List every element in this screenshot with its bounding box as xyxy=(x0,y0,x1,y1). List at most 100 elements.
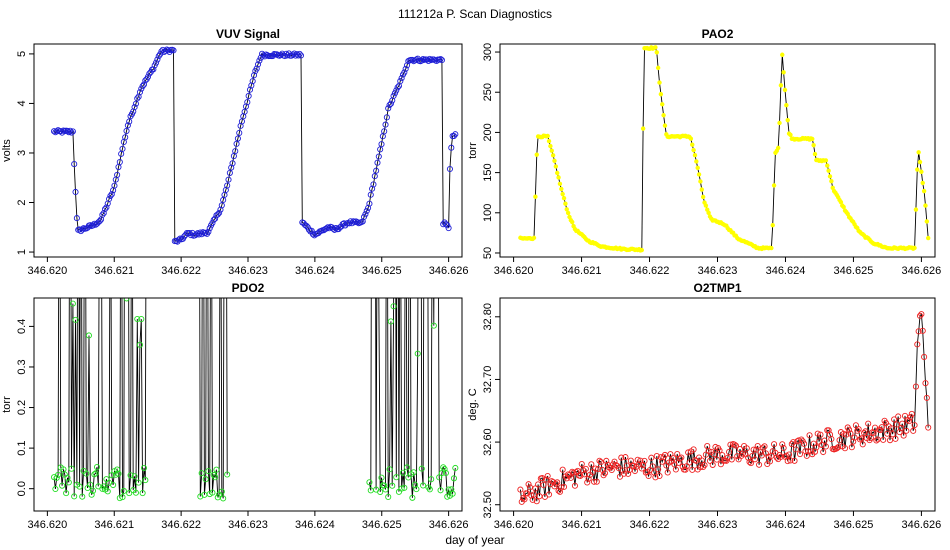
o2tmp1-point xyxy=(841,445,849,452)
pdo2-point xyxy=(134,315,141,323)
o2tmp1-point xyxy=(705,447,712,455)
pao2-point xyxy=(639,247,644,253)
vuv-signal-point xyxy=(79,226,86,233)
o2tmp1-point xyxy=(746,458,753,466)
vuv-signal-point xyxy=(214,211,221,218)
vuv-signal-point xyxy=(394,84,401,91)
pdo2-point xyxy=(403,464,411,471)
vuv-signal-point xyxy=(210,216,217,223)
vuv-signal-point xyxy=(217,206,224,213)
pao2-ytick-label: 300 xyxy=(482,43,494,61)
pao2-point xyxy=(780,52,785,57)
pdo2-point xyxy=(53,474,60,481)
o2tmp1-point xyxy=(835,444,842,451)
pdo2-point xyxy=(399,469,407,476)
vuv-signal-point xyxy=(102,205,109,213)
o2tmp1-point xyxy=(796,451,804,458)
vuv-signal-point xyxy=(139,83,146,90)
vuv-signal-point xyxy=(153,59,160,66)
pdo2-point xyxy=(410,469,417,476)
pdo2-point xyxy=(445,486,452,493)
pao2-ytick-label: 200 xyxy=(482,123,494,141)
pao2-point xyxy=(919,169,924,174)
pao2-point xyxy=(653,45,658,50)
o2tmp1-point xyxy=(618,454,625,461)
pdo2-point xyxy=(139,489,146,497)
pao2-point xyxy=(534,152,539,157)
pao2-point xyxy=(696,172,702,177)
o2tmp1-ylabel: deg. C xyxy=(467,388,479,420)
pdo2-point xyxy=(126,490,133,497)
vuv-signal-xtick-label: 346.622 xyxy=(161,265,201,277)
o2tmp1-point xyxy=(653,453,660,460)
pdo2-xtick-label: 346.623 xyxy=(228,519,268,531)
o2tmp1-point xyxy=(641,457,648,464)
vuv-signal-point xyxy=(448,144,455,151)
vuv-signal-point xyxy=(224,182,231,189)
vuv-signal-point xyxy=(296,50,303,57)
vuv-signal-point xyxy=(371,173,378,180)
pdo2-point xyxy=(387,318,394,325)
o2tmp1-point xyxy=(855,426,862,433)
pdo2-frame xyxy=(33,297,463,512)
o2tmp1-point xyxy=(895,413,902,420)
vuv-signal-point xyxy=(234,135,241,142)
pao2-title: PAO2 xyxy=(702,27,734,41)
vuv-signal-point xyxy=(222,186,229,194)
vuv-signal-point xyxy=(452,131,459,138)
vuv-signal-point xyxy=(131,104,138,111)
pdo2-point xyxy=(52,485,59,493)
vuv-signal-point xyxy=(367,191,374,198)
o2tmp1-point xyxy=(640,462,647,469)
vuv-signal-point xyxy=(426,55,433,62)
pao2-point xyxy=(699,187,704,192)
pao2-point xyxy=(698,179,703,184)
pdo2-point xyxy=(430,103,435,108)
pdo2-point xyxy=(131,473,138,480)
o2tmp1-frame xyxy=(499,297,936,512)
pao2-point xyxy=(838,199,844,205)
vuv-signal-ytick-label: 5 xyxy=(16,51,28,57)
o2tmp1-point xyxy=(592,465,599,472)
pdo2-point xyxy=(218,488,225,495)
vuv-signal-point xyxy=(68,129,75,136)
pao2-point xyxy=(557,181,563,187)
o2tmp1-point xyxy=(652,474,659,481)
o2tmp1-point xyxy=(545,491,553,498)
vuv-signal-point xyxy=(403,62,411,69)
o2tmp1-point xyxy=(597,459,604,466)
pdo2-point xyxy=(382,486,389,493)
pdo2-title: PDO2 xyxy=(232,281,265,295)
vuv-signal-point xyxy=(229,160,236,167)
o2tmp1-point xyxy=(888,425,895,432)
pao2-xtick-label: 346.626 xyxy=(902,265,942,277)
pdo2-point xyxy=(213,466,220,473)
o2tmp1-point xyxy=(656,472,663,479)
vuv-signal-point xyxy=(116,158,123,166)
o2tmp1-point xyxy=(596,457,603,464)
pao2-point xyxy=(533,194,538,199)
o2tmp1-point xyxy=(911,422,918,429)
o2tmp1-point xyxy=(521,496,528,503)
o2tmp1-point xyxy=(843,431,850,438)
o2tmp1-point xyxy=(678,454,685,461)
pao2-point xyxy=(565,210,571,216)
pao2-point xyxy=(556,175,561,180)
o2tmp1-point xyxy=(711,451,718,458)
o2tmp1-point xyxy=(786,451,793,458)
o2tmp1-point xyxy=(625,470,632,477)
o2tmp1-point xyxy=(747,460,754,467)
o2tmp1-point xyxy=(754,442,761,450)
o2tmp1-point xyxy=(690,446,697,453)
vuv-signal-point xyxy=(253,65,260,72)
pdo2-point xyxy=(57,37,62,42)
vuv-signal-point xyxy=(440,221,447,228)
pao2-point xyxy=(661,113,666,118)
pao2-point xyxy=(561,195,567,201)
vuv-signal-point xyxy=(106,195,113,203)
vuv-signal-xtick-label: 346.621 xyxy=(94,265,134,277)
pdo2-point xyxy=(63,490,70,497)
vuv-signal-point xyxy=(206,225,213,232)
o2tmp1-point xyxy=(865,420,872,427)
